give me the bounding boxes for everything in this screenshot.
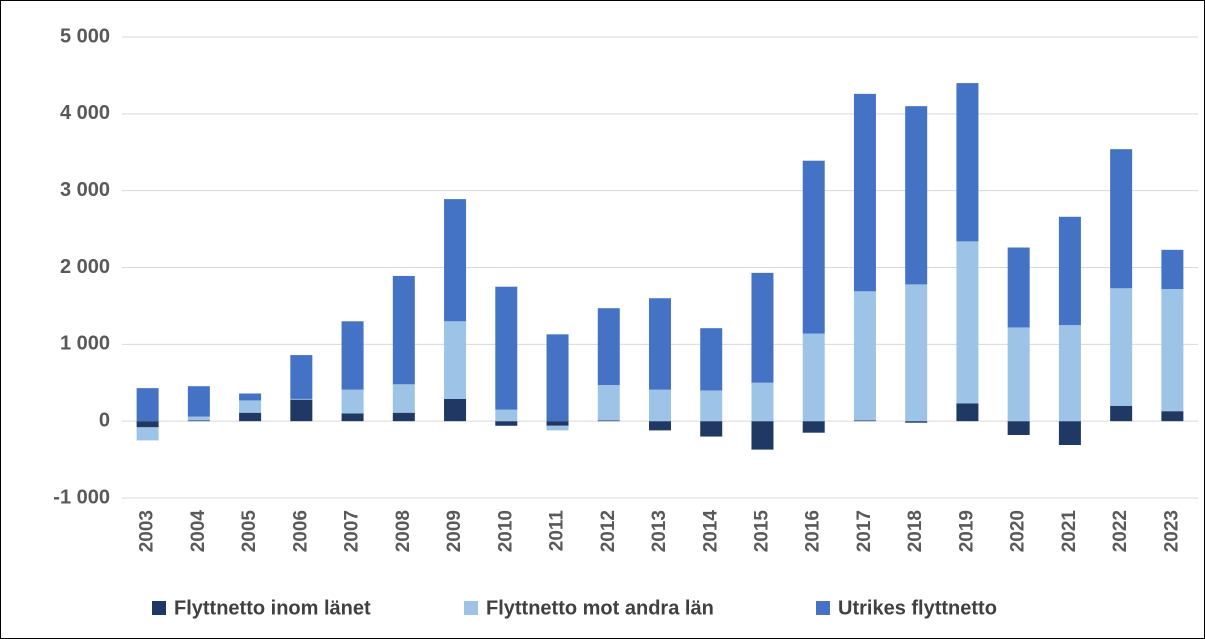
- x-tick-label: 2016: [803, 510, 824, 552]
- bar-segment: [649, 298, 671, 390]
- x-tick-label: 2023: [1161, 510, 1182, 552]
- bar-segment: [905, 421, 928, 423]
- legend-swatch: [152, 601, 166, 615]
- bar-segment: [1058, 216, 1081, 326]
- x-tick-label: 2003: [137, 510, 158, 552]
- bar-segment: [341, 321, 364, 390]
- bar-segment: [853, 420, 876, 422]
- bar-segment: [187, 416, 210, 421]
- legend-swatch: [464, 601, 478, 615]
- x-tick-label: 2015: [751, 510, 772, 553]
- x-tick-label: 2005: [239, 510, 260, 553]
- x-tick-label: 2018: [905, 510, 926, 552]
- bar-segment: [290, 355, 313, 399]
- bar-segment: [905, 106, 928, 285]
- bar-segment: [1161, 249, 1184, 290]
- bar-segment: [546, 421, 569, 426]
- x-tick-label: 2007: [342, 510, 363, 552]
- bar-segment: [1161, 289, 1184, 412]
- y-tick-label: 4 000: [60, 102, 110, 124]
- bar-segment: [392, 384, 415, 413]
- bar-segment: [905, 284, 928, 422]
- y-tick-label: 5 000: [60, 25, 110, 47]
- bar-segment: [1007, 421, 1030, 435]
- bar-segment: [597, 308, 620, 386]
- x-tick-label: 2004: [188, 510, 209, 553]
- bar-segment: [649, 389, 671, 422]
- x-tick-label: 2022: [1110, 510, 1131, 552]
- legend-label: Flyttnetto mot andra län: [486, 597, 714, 619]
- bar-segment: [290, 399, 313, 422]
- bar-segment: [956, 403, 979, 422]
- bar-segment: [444, 199, 467, 322]
- bar-segment: [444, 398, 467, 422]
- bar-segment: [1110, 149, 1133, 289]
- y-tick-label: 1 000: [60, 333, 110, 355]
- bar-segment: [546, 334, 569, 422]
- bar-segment: [341, 389, 364, 414]
- x-tick-label: 2019: [956, 510, 977, 552]
- bar-segment: [290, 398, 313, 400]
- bar-segment: [956, 83, 979, 242]
- bar-segment: [649, 421, 671, 431]
- bar-segment: [1161, 411, 1184, 422]
- bar-segment: [187, 420, 210, 422]
- bar-segment: [1110, 405, 1133, 422]
- y-tick-label: -1 000: [53, 486, 110, 508]
- bar-segment: [597, 385, 620, 421]
- bar-segment: [239, 393, 262, 401]
- x-tick-label: 2013: [649, 510, 670, 552]
- bar-segment: [700, 328, 723, 391]
- bar-segment: [597, 420, 620, 422]
- bar-segment: [341, 413, 364, 422]
- legend-swatch: [816, 601, 830, 615]
- x-tick-label: 2020: [1008, 510, 1029, 552]
- x-tick-label: 2012: [598, 510, 619, 552]
- bar-segment: [1007, 327, 1030, 422]
- x-tick-label: 2008: [393, 510, 414, 552]
- legend-label: Flyttnetto inom länet: [174, 597, 371, 619]
- bar-segment: [751, 382, 774, 422]
- x-tick-label: 2017: [854, 510, 875, 552]
- bar-segment: [853, 291, 876, 421]
- bar-segment: [802, 333, 825, 422]
- bar-segment: [495, 421, 518, 426]
- bar-segment: [495, 409, 518, 422]
- bar-segment: [239, 400, 262, 413]
- bar-segment: [956, 241, 979, 404]
- bar-segment: [802, 160, 825, 334]
- bar-segment: [700, 390, 723, 422]
- bar-segment: [1007, 247, 1030, 328]
- bar-segment: [136, 421, 159, 428]
- x-tick-label: 2011: [547, 510, 568, 552]
- y-tick-label: 0: [99, 409, 110, 431]
- bar-segment: [136, 388, 159, 422]
- bar-segment: [853, 93, 876, 292]
- bar-segment: [392, 412, 415, 422]
- bar-segment: [802, 421, 825, 433]
- bar-segment: [1058, 421, 1081, 445]
- y-tick-label: 3 000: [60, 179, 110, 201]
- x-tick-label: 2010: [495, 510, 516, 552]
- bar-segment: [1110, 288, 1133, 406]
- legend-label: Utrikes flyttnetto: [838, 597, 997, 619]
- x-tick-label: 2021: [1059, 510, 1080, 553]
- bar-segment: [1058, 325, 1081, 422]
- bar-segment: [444, 321, 467, 399]
- bar-segment: [751, 421, 774, 450]
- x-tick-label: 2009: [444, 510, 465, 552]
- y-tick-label: 2 000: [60, 256, 110, 278]
- x-tick-label: 2014: [700, 510, 721, 553]
- x-tick-label: 2006: [290, 510, 311, 552]
- bar-segment: [546, 425, 569, 431]
- bar-segment: [495, 286, 518, 410]
- bar-segment: [187, 386, 210, 417]
- bar-segment: [239, 412, 262, 422]
- bar-segment: [136, 427, 159, 441]
- bar-segment: [392, 275, 415, 385]
- bar-segment: [700, 421, 723, 437]
- bar-segment: [751, 272, 774, 383]
